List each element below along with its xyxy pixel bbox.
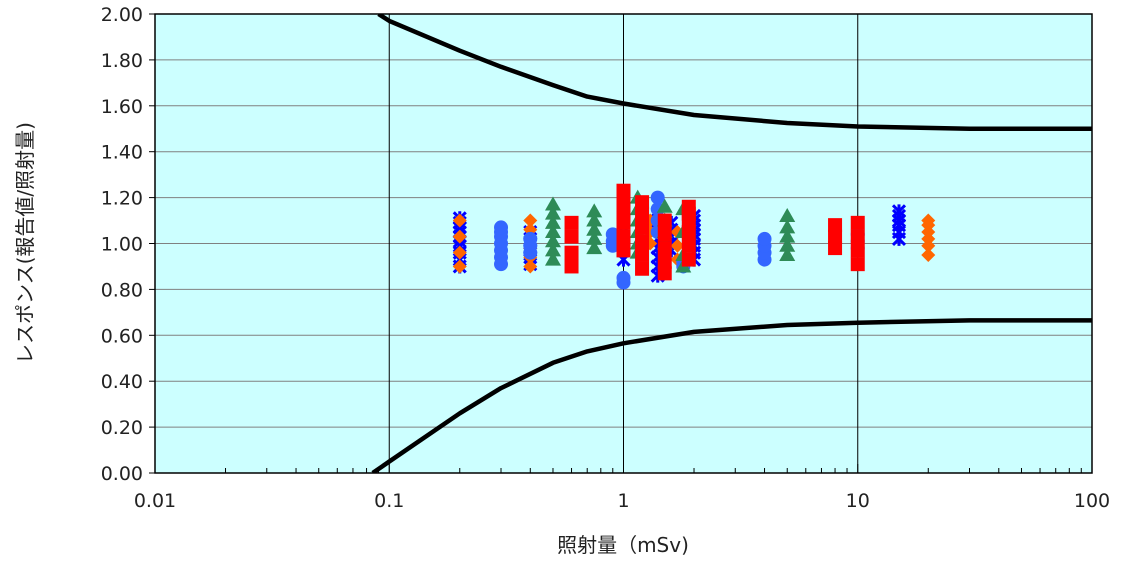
data-point-circle xyxy=(605,227,620,242)
data-point-triangle xyxy=(544,224,561,239)
data-point-square xyxy=(850,243,865,258)
data-point-square xyxy=(681,199,696,214)
data-point-triangle xyxy=(779,207,796,222)
data-point-square xyxy=(564,245,579,260)
data-point-square xyxy=(657,213,672,228)
data-point-triangle xyxy=(779,237,796,252)
data-point-triangle xyxy=(779,219,796,234)
data-point-square xyxy=(828,218,843,233)
data-point-square xyxy=(828,229,843,244)
data-point-square xyxy=(681,225,696,240)
x-tick-label: 0.1 xyxy=(374,490,404,512)
data-point-triangle xyxy=(544,214,561,229)
x-axis-title: 照射量（mSv) xyxy=(557,533,689,557)
data-point-diamond xyxy=(452,229,467,244)
data-point-diamond xyxy=(523,213,538,228)
y-tick-label: 1.40 xyxy=(101,142,143,164)
data-point-triangle xyxy=(656,198,673,213)
data-point-square xyxy=(657,266,672,281)
data-point-square xyxy=(564,259,579,274)
data-point-square xyxy=(850,257,865,272)
data-point-square xyxy=(616,215,631,230)
data-point-diamond xyxy=(921,213,936,228)
data-point-triangle xyxy=(586,212,603,227)
data-point-circle xyxy=(616,270,631,285)
data-point-square xyxy=(635,234,650,249)
y-tick-label: 0.20 xyxy=(101,417,143,439)
x-tick-label: 1 xyxy=(617,490,629,512)
data-point-diamond xyxy=(452,213,467,228)
limit-curves xyxy=(371,14,1092,473)
data-point-triangle xyxy=(586,240,603,255)
data-point-square xyxy=(635,206,650,221)
upper-limit-curve xyxy=(377,14,1092,132)
data-point-square xyxy=(616,229,631,244)
data-point-square xyxy=(635,220,650,235)
data-point-triangle xyxy=(544,196,561,211)
data-point-square xyxy=(657,241,672,256)
data-point-square xyxy=(657,227,672,242)
data-point-square xyxy=(616,202,631,217)
y-tick-label: 1.80 xyxy=(101,50,143,72)
data-point-square xyxy=(635,247,650,262)
data-point-diamond xyxy=(452,259,467,274)
y-axis-title: レスポンス(報告値/照射量) xyxy=(13,122,37,364)
data-point-triangle xyxy=(779,228,796,243)
data-point-square xyxy=(681,252,696,267)
x-tick-label: 10 xyxy=(846,490,870,512)
data-point-triangle xyxy=(779,246,796,261)
y-tick-label: 0.40 xyxy=(101,371,143,393)
data-point-circle xyxy=(650,190,665,205)
data-point-square xyxy=(850,215,865,230)
data-points xyxy=(452,183,936,290)
data-point-circle xyxy=(494,220,509,235)
data-point-triangle xyxy=(544,205,561,220)
lower-limit-curve xyxy=(371,318,1092,473)
data-point-square xyxy=(616,243,631,258)
y-tick-label: 1.00 xyxy=(101,234,143,256)
x-tick-label: 100 xyxy=(1074,490,1110,512)
data-point-square xyxy=(635,261,650,276)
data-point-square xyxy=(657,254,672,269)
y-tick-label: 2.00 xyxy=(101,4,143,26)
data-point-diamond xyxy=(670,238,685,253)
data-point-square xyxy=(850,229,865,244)
y-tick-label: 1.20 xyxy=(101,188,143,210)
data-point-diamond xyxy=(452,245,467,260)
data-point-square xyxy=(616,183,631,198)
data-point-square xyxy=(564,229,579,244)
data-point-square xyxy=(681,238,696,253)
data-point-diamond xyxy=(921,247,936,262)
data-point-diamond xyxy=(523,259,538,274)
y-tick-label: 0.60 xyxy=(101,325,143,347)
data-point-triangle xyxy=(586,203,603,218)
data-point-triangle xyxy=(586,221,603,236)
data-point-circle xyxy=(757,231,772,246)
data-point-cross xyxy=(891,204,907,219)
data-point-circle xyxy=(523,231,538,246)
data-point-triangle xyxy=(586,230,603,245)
data-point-triangle xyxy=(544,233,561,248)
y-tick-label: 0.80 xyxy=(101,279,143,301)
data-point-triangle xyxy=(544,242,561,257)
data-point-square xyxy=(564,215,579,230)
data-point-square xyxy=(828,241,843,256)
data-point-triangle xyxy=(544,251,561,266)
data-point-square xyxy=(635,195,650,210)
axis-ticks: 0.00 0.20 0.40 0.60 0.80 1.00 1.20 1.40 1.60 1.80… xyxy=(101,4,1110,512)
y-tick-label: 1.60 xyxy=(101,96,143,118)
x-tick-label: 0.01 xyxy=(134,490,176,512)
y-tick-label: 0.00 xyxy=(101,463,143,485)
